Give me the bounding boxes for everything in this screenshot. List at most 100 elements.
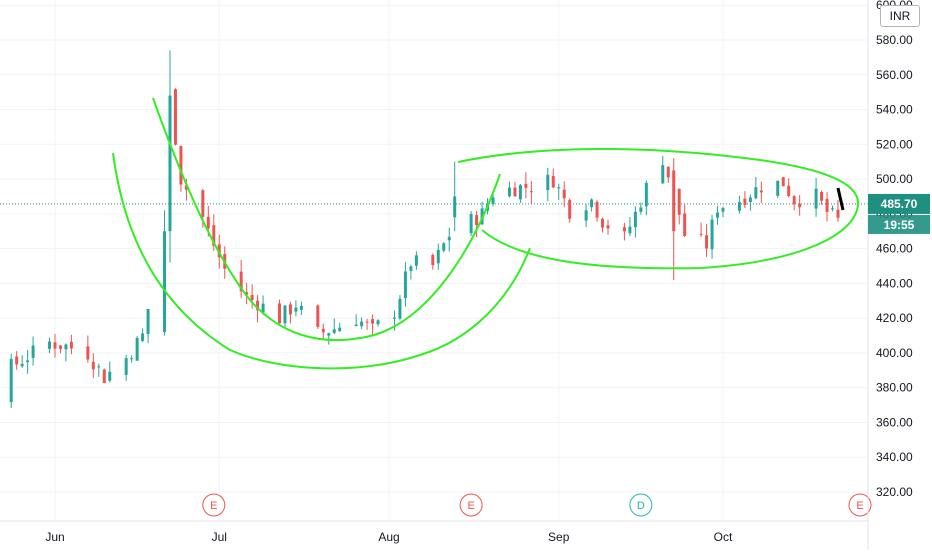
- candle-body: [710, 219, 714, 250]
- drawn-annotations: [112, 97, 860, 370]
- candle-body: [277, 303, 281, 324]
- candle-body: [299, 305, 303, 310]
- candle-body: [130, 358, 134, 360]
- currency-button[interactable]: INR: [880, 5, 920, 27]
- candle-body: [639, 207, 643, 212]
- candle-body: [633, 211, 637, 228]
- candle-body: [447, 236, 451, 241]
- candle-body: [529, 191, 533, 193]
- candle-body: [546, 174, 550, 191]
- candle-body: [64, 344, 68, 350]
- candle-body: [168, 95, 172, 232]
- candle-body: [825, 198, 829, 213]
- candle-body: [683, 213, 687, 236]
- candle-body: [338, 327, 342, 332]
- candle-body: [644, 182, 648, 207]
- candle-body: [245, 292, 249, 295]
- countdown-value: 19:55: [884, 218, 915, 232]
- candle-body: [261, 303, 265, 313]
- candle-body: [48, 341, 52, 349]
- candle-body: [9, 358, 13, 402]
- price-tick-label: 380.00: [876, 381, 913, 395]
- candle-body: [53, 342, 57, 349]
- current-candle-mark: [836, 187, 845, 211]
- candle-body: [256, 300, 260, 311]
- candle-body: [469, 214, 473, 234]
- last-price-tag: [868, 193, 930, 214]
- candle-body: [513, 187, 517, 197]
- candle-body: [250, 295, 254, 300]
- candle-body: [212, 225, 216, 246]
- candle-body: [557, 187, 561, 189]
- candle-body: [606, 225, 610, 229]
- candle-body: [146, 308, 150, 334]
- candle-body: [294, 307, 298, 312]
- candle-body: [672, 170, 676, 232]
- time-tick-label: Sep: [548, 530, 570, 544]
- candle-body: [206, 216, 210, 229]
- candle-body: [699, 233, 703, 235]
- price-tick-label: 560.00: [876, 68, 913, 82]
- candle-body: [787, 185, 791, 196]
- time-tick-label: Jun: [45, 530, 64, 544]
- candle-body: [524, 183, 528, 188]
- candle-body: [475, 215, 479, 226]
- candle-body: [398, 298, 402, 319]
- candle-body: [754, 187, 758, 199]
- candle-body: [371, 319, 375, 324]
- candle-body: [759, 190, 763, 193]
- price-labels: 485.70 19:55: [868, 193, 930, 234]
- cup-inner-curve: [152, 97, 501, 342]
- candle-body: [173, 89, 177, 145]
- candle-body: [661, 165, 665, 184]
- candle-body: [409, 266, 413, 271]
- dividend-badge[interactable]: [629, 493, 653, 517]
- earnings-badge-label: E: [210, 500, 217, 512]
- earnings-badge[interactable]: [459, 493, 483, 517]
- candle-body: [86, 346, 90, 360]
- candle-body: [436, 249, 440, 264]
- candle-body: [601, 218, 605, 228]
- candle-body: [677, 188, 681, 215]
- candle-body: [628, 226, 632, 234]
- price-tick-label: 580.00: [876, 33, 913, 47]
- candle-body: [721, 207, 725, 212]
- candle-body: [781, 177, 785, 187]
- candle-body: [97, 366, 101, 368]
- candle-body: [831, 208, 835, 210]
- candle-body: [403, 271, 407, 299]
- candle-body: [737, 202, 741, 211]
- candle-body: [491, 197, 495, 204]
- candle-body: [595, 201, 599, 218]
- earnings-badge-label: E: [856, 500, 863, 512]
- candle-body: [666, 166, 670, 178]
- candle-body: [26, 360, 30, 363]
- candle-body: [792, 196, 796, 205]
- candle-body: [743, 198, 747, 206]
- candle-body: [327, 333, 331, 336]
- candle-body: [316, 305, 320, 327]
- candle-body: [376, 320, 380, 325]
- candle-body: [453, 196, 457, 218]
- candle-body: [836, 209, 840, 218]
- candle-body: [163, 231, 167, 333]
- candle-body: [442, 243, 446, 251]
- earnings-badge[interactable]: [848, 493, 872, 517]
- candle-body: [431, 254, 435, 266]
- candle-body: [748, 197, 752, 202]
- candle-body: [239, 271, 243, 292]
- candle-body: [31, 345, 35, 358]
- candle-body: [288, 304, 292, 315]
- price-tick-label: 460.00: [876, 242, 913, 256]
- price-tick-label: 340.00: [876, 450, 913, 464]
- time-tick-label: Jul: [212, 530, 227, 544]
- earnings-badge[interactable]: [202, 493, 226, 517]
- candle-body: [124, 358, 128, 375]
- candle-body: [201, 190, 205, 217]
- candle-body: [15, 356, 19, 365]
- price-tick-label: 420.00: [876, 311, 913, 325]
- candlestick-series: [9, 50, 840, 409]
- countdown-tag: [868, 214, 930, 234]
